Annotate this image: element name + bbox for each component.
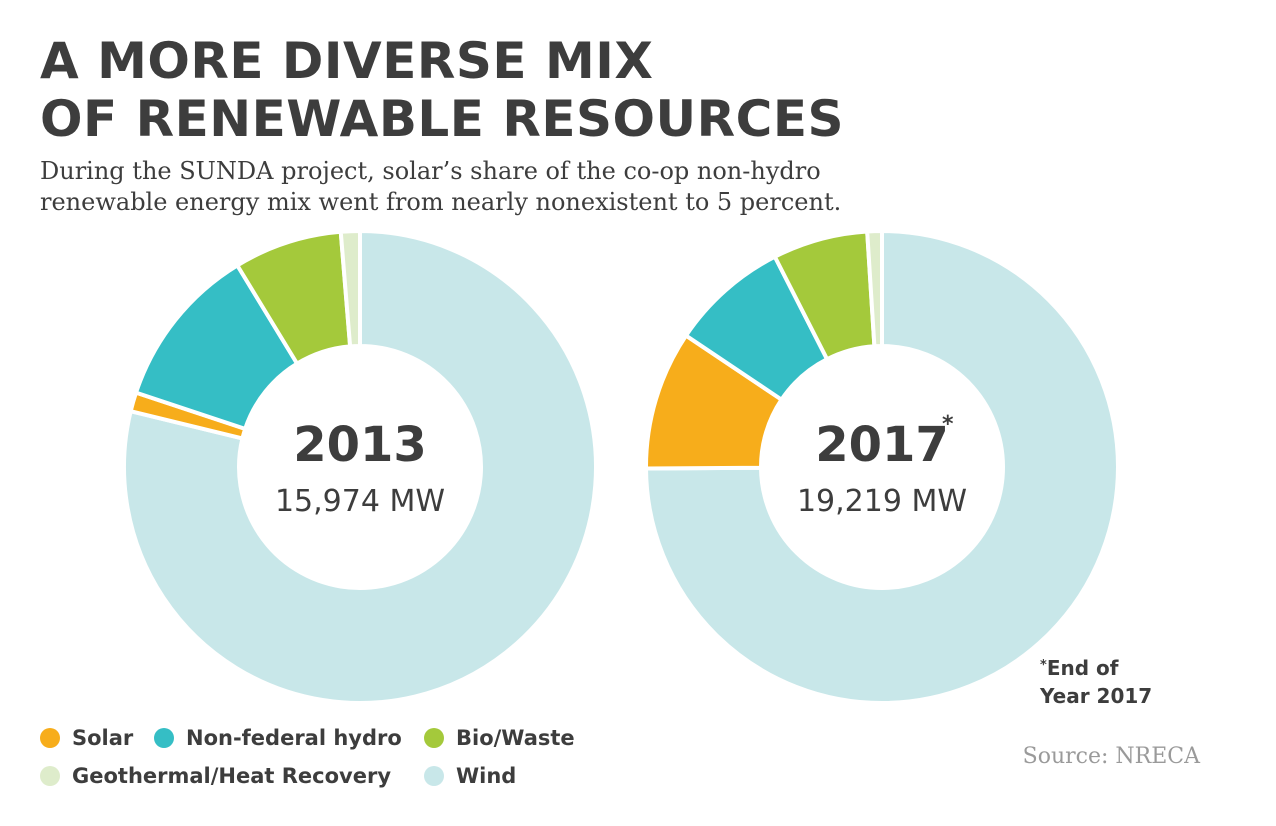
legend-item-solar: Solar [40, 726, 133, 750]
center-capacity-label: 15,974 MW [275, 484, 445, 519]
center-year-label: 2017 [815, 417, 949, 473]
footnote-marker: * [1040, 658, 1047, 673]
wind-legend-dot [424, 766, 444, 786]
subtitle-line-2: renewable energy mix went from nearly no… [40, 188, 842, 216]
hydro-legend-dot [154, 728, 174, 748]
source-credit: Source: NRECA [1022, 744, 1200, 769]
legend-item-geothermal: Geothermal/Heat Recovery [40, 764, 391, 788]
donut-chart-2017: 2017*19,219 MW [644, 229, 1120, 705]
center-capacity-label: 19,219 MW [797, 484, 967, 519]
title-line-2: OF RENEWABLE RESOURCES [40, 90, 844, 148]
legend-item-bio-waste: Bio/Waste [424, 726, 575, 750]
legend-item-wind: Wind [424, 764, 516, 788]
bio-waste-legend-dot [424, 728, 444, 748]
subtitle-line-1: During the SUNDA project, solar’s share … [40, 157, 821, 185]
footnote-text-1: End of [1046, 656, 1119, 680]
footnote-line-2: Year 2017 [1040, 684, 1153, 708]
legend-label-bio-waste: Bio/Waste [456, 726, 575, 750]
geothermal-legend-dot [40, 766, 60, 786]
center-footnote-marker: * [942, 412, 954, 437]
slice-2013-geothermal-heat-recovery [338, 229, 362, 349]
footnote: *End of Year 2017 [1040, 652, 1152, 710]
legend-item-non-federal-hydro: Non-federal hydro [154, 726, 402, 750]
donut-chart-2013: 2013 15,974 MW [122, 229, 598, 705]
slice-2013-wind [122, 229, 598, 705]
subtitle: During the SUNDA project, solar’s share … [40, 156, 920, 218]
title-line-1: A MORE DIVERSE MIX [40, 32, 654, 90]
legend-label-solar: Solar [72, 726, 134, 750]
slice-2017-wind [644, 229, 1120, 705]
center-year-label: 2013 [293, 417, 427, 473]
legend-label-non-federal-hydro: Non-federal hydro [186, 726, 402, 750]
legend-label-geothermal: Geothermal/Heat Recovery [72, 764, 392, 788]
solar-legend-dot [40, 728, 60, 748]
slice-2017-geothermal-heat-recovery [865, 229, 884, 349]
page-title: A MORE DIVERSE MIX OF RENEWABLE RESOURCE… [40, 32, 1040, 148]
footnote-line-1: *End of [1040, 652, 1152, 682]
legend-label-wind: Wind [456, 764, 517, 788]
